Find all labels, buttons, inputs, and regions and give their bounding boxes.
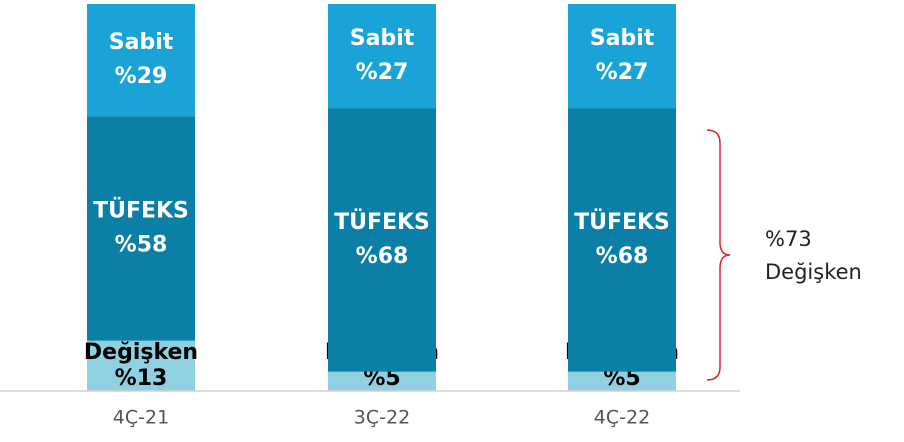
bar-segment bbox=[87, 4, 195, 117]
bar-segment bbox=[328, 4, 436, 109]
segment-name: Sabit bbox=[590, 26, 655, 51]
x-tick-label: 3Ç-22 bbox=[354, 407, 410, 429]
x-tick-label: 4Ç-22 bbox=[594, 407, 650, 429]
bar-segment bbox=[568, 4, 676, 109]
segment-value-label: %29 bbox=[115, 64, 168, 89]
annotation: Değişken bbox=[765, 260, 862, 284]
annotation: %73 bbox=[765, 227, 812, 251]
segment-value-label: %58 bbox=[115, 232, 168, 257]
segment-name: Değişken bbox=[84, 340, 198, 365]
segment-name: TÜFEKS bbox=[93, 197, 189, 223]
bar-segment bbox=[568, 108, 676, 372]
bar-segment bbox=[328, 371, 436, 391]
bar-segment bbox=[568, 371, 676, 391]
x-tick-label: 4Ç-21 bbox=[113, 407, 169, 429]
segment-value-label: %68 bbox=[596, 244, 649, 269]
segment-name: TÜFEKS bbox=[334, 209, 430, 235]
bar-segment bbox=[87, 340, 195, 391]
brace bbox=[706, 129, 731, 381]
segment-name: TÜFEKS bbox=[574, 209, 670, 235]
segment-value-label: %27 bbox=[596, 60, 649, 85]
bar-segment bbox=[87, 116, 195, 341]
segment-name: Sabit bbox=[350, 26, 415, 51]
segment-value-label: %13 bbox=[115, 366, 168, 391]
segment-value-label: %68 bbox=[356, 244, 409, 269]
segment-value-label: %27 bbox=[356, 60, 409, 85]
bar-segment bbox=[328, 108, 436, 372]
segment-name: Sabit bbox=[109, 30, 174, 55]
